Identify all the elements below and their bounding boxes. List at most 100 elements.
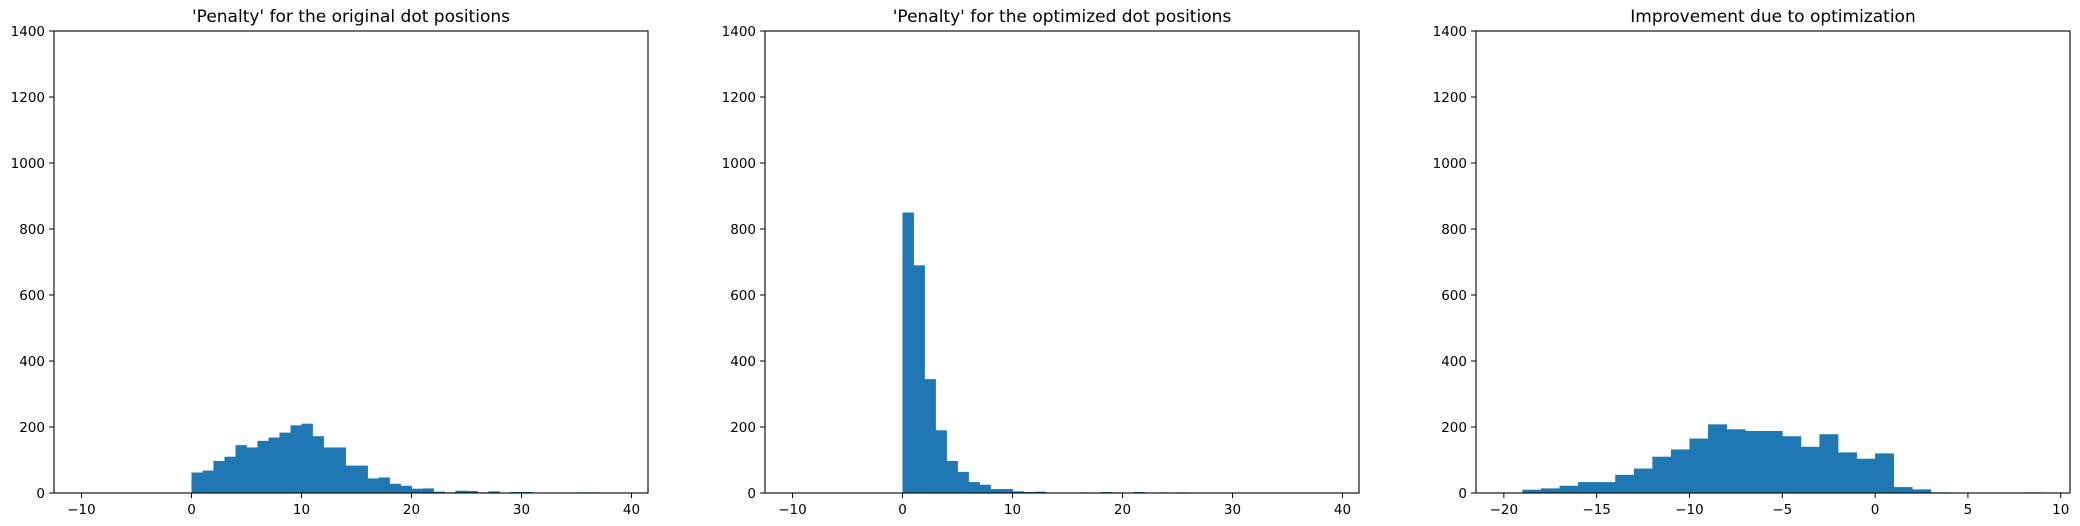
x-tick-label: 40 <box>623 502 640 518</box>
y-tick-label: 1000 <box>1433 156 1467 172</box>
x-tick-label: −15 <box>1582 502 1611 518</box>
y-tick-label: 0 <box>1458 486 1467 502</box>
histogram-bar <box>1856 458 1876 493</box>
x-tick-label: −10 <box>778 502 807 518</box>
x-tick-label: 10 <box>1004 502 1021 518</box>
histogram-bar <box>213 460 225 493</box>
histogram-bar <box>312 436 324 493</box>
histogram-bar <box>1875 453 1895 493</box>
x-tick-label: 30 <box>1224 502 1241 518</box>
histogram-bar <box>1540 488 1560 493</box>
histogram-bar <box>257 440 269 493</box>
histogram-bar <box>1559 485 1579 493</box>
x-tick-label: −5 <box>1772 502 1792 518</box>
y-tick-label: 1400 <box>11 24 45 40</box>
histogram-bar <box>1633 468 1653 493</box>
histogram-bar <box>224 456 236 493</box>
y-tick-label: 200 <box>1441 420 1467 436</box>
histogram-bar <box>433 491 445 493</box>
y-tick-label: 400 <box>1441 354 1467 370</box>
histogram-bar <box>466 491 478 493</box>
axes-frame <box>764 30 1360 494</box>
histogram-bar <box>957 471 969 493</box>
histogram-bar <box>1615 474 1635 493</box>
x-tick-label: −10 <box>67 502 96 518</box>
histogram-bar <box>345 465 357 493</box>
histogram-bar <box>191 472 203 493</box>
histogram-bar <box>235 445 247 493</box>
y-tick-label: 800 <box>1441 222 1467 238</box>
histogram-bar <box>1578 482 1598 493</box>
histogram-bar <box>488 491 500 493</box>
histogram-bar <box>301 423 313 493</box>
y-tick-label: 400 <box>730 354 756 370</box>
x-tick-label: 20 <box>1114 502 1131 518</box>
histogram-bar <box>400 485 412 493</box>
histogram-bar <box>1819 434 1839 493</box>
histogram-bar <box>924 379 936 493</box>
x-tick-label: 10 <box>2052 502 2069 518</box>
x-tick-label: 0 <box>187 502 196 518</box>
histogram-bar <box>1745 430 1765 493</box>
histogram-bar <box>389 483 401 493</box>
histogram-bar <box>279 432 291 493</box>
chart-panel-1: 0 200 400 600 800 1000 1200 1400 −10 0 10 20 30 40 'Pe… <box>11 7 649 518</box>
x-tick-label: 40 <box>1334 502 1351 518</box>
x-tick-label: 0 <box>1871 502 1880 518</box>
histogram-bar <box>1837 452 1857 493</box>
histogram-bar <box>367 478 379 493</box>
y-tick-label: 1200 <box>1433 90 1467 106</box>
histogram-bar <box>246 447 258 493</box>
histogram-bar <box>913 265 925 493</box>
y-tick-label: 1200 <box>11 90 45 106</box>
y-tick-label: 600 <box>19 288 45 304</box>
histogram-bar <box>1012 491 1024 493</box>
x-tick-label: −20 <box>1490 502 1519 518</box>
histogram-bar <box>1596 482 1616 493</box>
y-tick-label: 200 <box>19 420 45 436</box>
x-tick-label: 20 <box>403 502 420 518</box>
histogram-bar <box>946 460 958 493</box>
histogram-bar <box>411 488 423 493</box>
y-tick-label: 400 <box>19 354 45 370</box>
histogram-bar <box>422 488 434 493</box>
y-tick-label: 1400 <box>1433 24 1467 40</box>
histogram-bar <box>979 484 991 493</box>
histogram-bar <box>1726 429 1746 493</box>
y-tick-label: 1200 <box>722 90 756 106</box>
y-tick-label: 1000 <box>11 156 45 172</box>
histogram-bar <box>1782 436 1802 493</box>
histogram-bar <box>1800 446 1820 493</box>
chart-title: 'Penalty' for the optimized dot position… <box>893 7 1232 27</box>
x-tick-label: 10 <box>293 502 310 518</box>
y-tick-label: 1000 <box>722 156 756 172</box>
histogram-bar <box>1689 438 1709 493</box>
histogram-bar <box>1708 424 1727 493</box>
chart-panel-3: 0 200 400 600 800 1000 1200 1400 −20 −15 −10 −5 0 5 10… <box>1433 7 2071 518</box>
histogram-bar <box>968 482 980 493</box>
x-tick-label: 5 <box>1964 502 1973 518</box>
axes-frame <box>1475 30 2071 494</box>
x-tick-label: 0 <box>898 502 907 518</box>
chart-title: 'Penalty' for the original dot positions <box>192 7 510 27</box>
y-tick-label: 800 <box>19 222 45 238</box>
histogram-bar <box>1034 491 1046 493</box>
histogram-bar <box>1670 449 1690 493</box>
y-tick-label: 800 <box>730 222 756 238</box>
histogram-bar <box>1522 489 1542 493</box>
histogram-bar <box>1001 489 1013 493</box>
histogram-bar <box>378 477 390 493</box>
histogram-bar <box>202 470 214 493</box>
histogram-bar <box>1763 430 1783 493</box>
histogram-bar <box>323 447 335 493</box>
chart-panel-2: 0 200 400 600 800 1000 1200 1400 −10 0 10 20 30 40 'Pe… <box>722 7 1360 518</box>
y-tick-label: 600 <box>730 288 756 304</box>
y-tick-label: 0 <box>747 486 756 502</box>
histogram-bar <box>455 490 467 493</box>
chart-title: Improvement due to optimization <box>1630 7 1915 27</box>
histogram-bar <box>334 447 346 493</box>
histogram-bar <box>935 430 947 493</box>
x-tick-label: 30 <box>513 502 530 518</box>
y-tick-label: 600 <box>1441 288 1467 304</box>
